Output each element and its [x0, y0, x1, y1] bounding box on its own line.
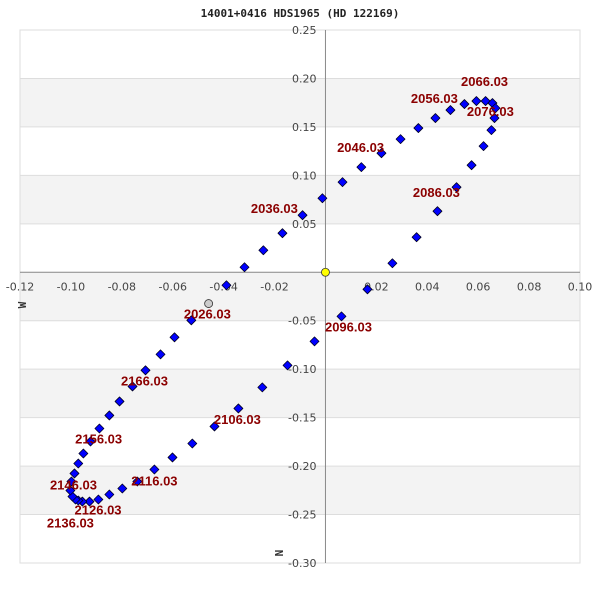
chart-title: 14001+0416 HDS1965 (HD 122169) — [201, 7, 400, 20]
orbit-point — [309, 336, 320, 347]
x-tick-label: 0.04 — [415, 280, 440, 293]
plot-frame — [19, 29, 581, 564]
orbit-point — [282, 360, 293, 371]
y-tick-label: 0.10 — [292, 169, 317, 182]
orbit-point — [489, 113, 500, 123]
orbit-point — [104, 489, 115, 500]
orbit-point — [69, 468, 80, 479]
epoch-label: 2136.03 — [47, 516, 94, 531]
y-tick-label: -0.05 — [288, 315, 316, 328]
epoch-label: 2156.03 — [75, 432, 122, 447]
orbit-point — [478, 141, 489, 151]
orbit-point — [66, 476, 77, 487]
orbit-point — [395, 134, 406, 145]
orbit-point — [257, 382, 268, 393]
orbit-point — [317, 193, 328, 204]
epoch-label: 2126.03 — [75, 503, 122, 518]
orbit-point — [445, 105, 456, 115]
epoch-label: 2116.03 — [131, 473, 177, 488]
orbit-point — [132, 476, 143, 487]
x-tick-label: -0.10 — [57, 280, 85, 293]
orbit-point — [336, 311, 347, 322]
y-tick-label: 0.15 — [292, 121, 317, 134]
orbit-point — [84, 496, 95, 507]
orbit-point — [186, 315, 197, 326]
orbit-point — [362, 284, 373, 295]
orbit-point — [187, 438, 198, 449]
epoch-label: 2026.03 — [184, 306, 231, 321]
orbit-point — [466, 160, 477, 171]
orbit-point — [337, 177, 348, 188]
x-tick-label: 0.08 — [517, 280, 542, 293]
orbit-point — [490, 103, 501, 114]
orbit-point — [78, 448, 89, 459]
epoch-label: 2076.03 — [467, 104, 514, 119]
orbit-point — [127, 381, 138, 392]
epoch-label: 2086.03 — [413, 185, 460, 200]
x-tick-label: -0.06 — [158, 280, 186, 293]
grid-band — [20, 272, 580, 321]
x-tick-label: 0.06 — [466, 280, 491, 293]
orbit-point — [169, 332, 180, 343]
orbit-point — [413, 123, 424, 133]
grid-band — [20, 466, 580, 515]
epoch-label: 2046.03 — [337, 140, 384, 155]
observation-point — [204, 299, 214, 308]
x-axis-label: W — [16, 301, 29, 308]
y-tick-label: 0.25 — [292, 24, 317, 37]
orbit-point — [149, 464, 160, 475]
epoch-label: 2106.03 — [214, 412, 261, 427]
epoch-label: 2166.03 — [121, 373, 168, 388]
y-tick-label: 0.20 — [292, 72, 317, 85]
orbit-point — [167, 452, 178, 463]
orbit-point — [233, 403, 244, 414]
y-tick-label: -0.15 — [288, 412, 316, 425]
orbit-point — [155, 349, 166, 360]
orbit-point — [65, 485, 76, 496]
orbit-point — [117, 483, 128, 494]
grid-band — [20, 369, 580, 418]
orbit-point — [94, 423, 105, 434]
orbit-point — [140, 365, 151, 376]
y-tick-label: -0.10 — [288, 363, 316, 376]
y-tick-label: -0.25 — [288, 509, 316, 522]
orbit-point — [93, 494, 104, 505]
orbit-point — [486, 125, 497, 136]
x-tick-label: -0.08 — [108, 280, 136, 293]
y-axis-label: N — [273, 550, 286, 557]
y-tick-label: 0.05 — [292, 218, 317, 231]
epoch-label: 2096.03 — [325, 319, 372, 334]
orbit-point — [221, 280, 232, 291]
orbit-point — [114, 396, 125, 407]
orbit-point — [451, 182, 462, 193]
orbit-point — [432, 206, 443, 217]
epoch-label: 2146.03 — [50, 478, 97, 493]
orbit-point — [356, 162, 367, 173]
epoch-label: 2066.03 — [461, 74, 508, 89]
primary-star — [321, 267, 330, 277]
y-tick-label: -0.30 — [288, 557, 316, 570]
orbit-point — [459, 99, 470, 109]
x-tick-label: -0.12 — [6, 280, 34, 293]
x-tick-label: 0.10 — [568, 280, 593, 293]
y-tick-label: -0.20 — [288, 460, 316, 473]
x-tick-label: -0.02 — [260, 280, 288, 293]
epoch-label: 2056.03 — [411, 91, 458, 106]
orbit-point — [297, 210, 308, 221]
orbit-point — [411, 232, 422, 243]
orbit-point — [85, 436, 96, 447]
orbit-point — [104, 410, 115, 421]
orbit-point — [376, 148, 387, 159]
epoch-label: 2036.03 — [251, 201, 298, 216]
orbit-point — [387, 258, 398, 269]
orbit-point — [277, 228, 288, 239]
orbit-point — [73, 458, 84, 469]
orbit-point — [258, 245, 269, 256]
orbit-point — [430, 113, 441, 123]
orbit-point — [209, 421, 220, 432]
orbit-point — [239, 262, 250, 273]
